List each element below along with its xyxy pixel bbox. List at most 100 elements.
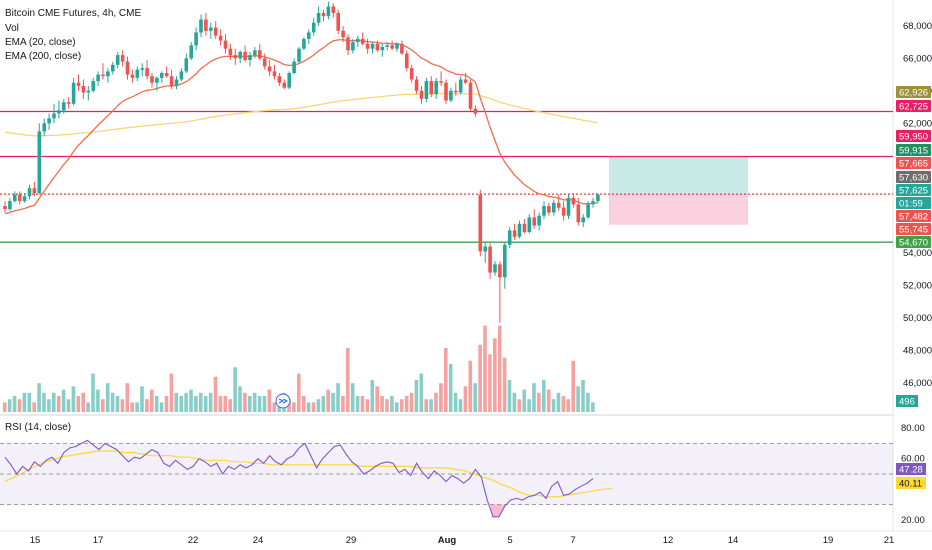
price-label-text: 54,670 [899, 238, 928, 249]
volume-bar [297, 373, 301, 412]
price-tick-label: 52,000 [903, 281, 932, 292]
candlesticks [3, 1, 600, 323]
candle-body [341, 30, 345, 38]
volume-bar [468, 360, 473, 412]
volume-bar [316, 399, 321, 412]
price-tick-label: 68,000 [903, 21, 932, 32]
candle-body [3, 206, 7, 210]
volume-bar [571, 360, 575, 412]
ema200-line [4, 92, 598, 137]
candle-body [199, 19, 203, 33]
candle-body [213, 27, 218, 36]
legend-rsi[interactable]: RSI (14, close) [5, 422, 71, 433]
volume-bar [22, 392, 27, 412]
volume-bar [434, 392, 438, 412]
volume-bar [478, 344, 482, 412]
candle-body [258, 50, 262, 59]
candle-body [380, 47, 385, 51]
legend-symbol[interactable]: Bitcoin CME Futures, 4h, CME [5, 8, 141, 19]
time-tick-label: 29 [346, 535, 357, 546]
volume-bar [179, 396, 183, 412]
volume-bar [91, 373, 95, 412]
candle-body [356, 38, 360, 43]
legend-volume[interactable]: Vol [5, 23, 19, 34]
candle-body [507, 230, 512, 245]
price-tick-label: 62,000 [903, 118, 932, 129]
candle-body [184, 58, 189, 72]
volume-bar [355, 396, 360, 412]
volume-bar [66, 399, 71, 412]
volume-bar [267, 389, 272, 412]
candle-body [140, 68, 144, 70]
volume-bar [228, 399, 232, 412]
candle-body [76, 82, 81, 86]
time-tick-label: 21 [884, 535, 895, 546]
legend: Bitcoin CME Futures, 4h, CME Vol EMA (20… [5, 8, 141, 433]
position-target-zone[interactable] [609, 157, 748, 195]
candle-body [424, 81, 429, 99]
volume-bar [37, 383, 41, 412]
volume-bar [169, 373, 174, 412]
volume-bar [439, 383, 443, 412]
volume-bar [159, 402, 164, 412]
candle-body [282, 82, 287, 88]
volume-bar [321, 396, 326, 412]
price-label-text: 01:59 [899, 199, 923, 210]
candle-body [336, 13, 340, 31]
long-position-tool[interactable] [609, 157, 748, 225]
volume-bar [194, 396, 198, 412]
rsi-value-text: 47.28 [899, 465, 923, 476]
price-label-text: 57,625 [899, 186, 928, 197]
volume-bar [414, 380, 419, 412]
time-axis[interactable]: 15 17 22 24 29 Aug 5 7 12 14 19 21 [30, 535, 895, 546]
volume-bar [542, 380, 546, 412]
price-label-tag [896, 86, 931, 98]
volume-bar [32, 402, 36, 412]
volume-bar [380, 396, 384, 412]
volume-bar [150, 389, 154, 412]
candle-body [209, 27, 213, 31]
candle-body [204, 19, 208, 31]
candle-body [434, 81, 438, 95]
volume-bar [140, 386, 144, 412]
volume-bar [120, 399, 125, 412]
legend-ema200[interactable]: EMA (200, close) [5, 51, 81, 62]
candle-body [458, 79, 463, 93]
candle-body [449, 90, 453, 101]
candle-body [233, 55, 238, 59]
legend-ema20[interactable]: EMA (20, close) [5, 37, 76, 48]
candle-body [365, 43, 370, 49]
ema20-line [4, 38, 599, 215]
candle-body [360, 38, 365, 44]
candle-body [169, 76, 174, 86]
volume-bar [199, 392, 203, 412]
horizontal-levels[interactable] [0, 110, 893, 243]
replay-icon[interactable] [275, 393, 291, 409]
candle-body [419, 90, 424, 99]
volume-bar [497, 325, 502, 412]
price-axis[interactable]: 68,00066,00064,00062,00054,00052,00050,0… [896, 21, 932, 526]
candle-body [395, 43, 399, 49]
candle-body [243, 51, 247, 60]
candle-body [591, 201, 595, 205]
rsi-tick-label: 60.00 [901, 454, 925, 465]
price-label-tag [896, 184, 931, 196]
candle-body [96, 74, 100, 82]
candle-body [532, 217, 536, 226]
volume-bar [390, 396, 394, 412]
price-label-text: 62,725 [899, 102, 928, 113]
candle-body [498, 264, 502, 278]
volume-bar [96, 389, 100, 412]
candle-body [218, 35, 223, 41]
volume-bar [3, 402, 7, 412]
volume-bar [546, 389, 551, 412]
candle-body [375, 43, 380, 51]
volume-bar [537, 392, 541, 412]
position-stop-zone[interactable] [609, 194, 748, 225]
rsi-ma-line [4, 450, 613, 498]
volume-bar [502, 357, 507, 412]
candle-body [22, 196, 27, 202]
price-label-text: 62,926 [899, 88, 928, 99]
volume-bar [238, 386, 242, 412]
